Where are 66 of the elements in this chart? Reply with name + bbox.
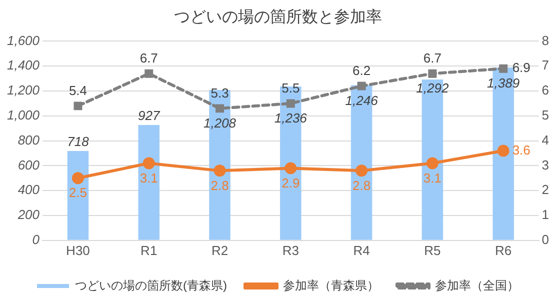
data-label: 6.2 [352,63,371,78]
data-label: 1,208 [203,116,237,131]
y2-tick-label: 2 [542,182,550,198]
point [497,144,510,157]
y-tick-label: 1,200 [6,82,40,98]
data-label: 2.5 [68,185,88,200]
y-tick-label: 600 [18,157,40,172]
data-label: 718 [67,134,90,150]
y-tick-label: 200 [16,207,40,222]
point [286,99,295,108]
y-tick-label: 1,600 [6,32,40,48]
chart-title: つどいの場の箇所数と参加率 [174,8,382,26]
y-tick-label: 0 [32,232,40,248]
x-tick-label: R4 [353,242,370,258]
data-label: 1,292 [416,80,450,96]
y2-tick-label: 3 [542,157,550,172]
point [74,102,82,110]
data-label: 6.9 [512,60,530,76]
data-label: 5.3 [210,86,229,101]
point [428,69,437,78]
bar [138,124,160,240]
point [284,162,297,174]
data-label: 6.7 [423,50,442,66]
y2-tick-label: 0 [542,232,550,247]
data-label: 3.1 [423,170,442,186]
data-label: 3.1 [140,170,158,186]
data-label: 1,236 [274,110,308,126]
data-label: 1,389 [487,76,520,91]
data-label: 2.9 [282,175,300,190]
data-label: 2.8 [352,178,371,193]
data-label: 5.4 [68,83,88,98]
legend-label: つどいの場の箇所数(青森県) [75,278,228,292]
point [214,164,226,177]
x-tick-label: H30 [66,242,90,258]
data-label: 2.8 [210,178,229,193]
y2-tick-label: 8 [542,32,550,48]
y-tick-label: 800 [18,132,40,148]
y2-tick-label: 6 [542,82,550,98]
data-label: 1,246 [345,93,379,108]
legend-label: 参加率（青森県） [282,278,379,292]
x-tick-label: R5 [424,242,441,258]
point [357,82,366,90]
y-tick-label: 1,000 [6,108,40,123]
point [216,104,224,113]
y-tick-label: 400 [18,182,40,198]
point [426,157,438,170]
point [72,172,84,184]
point [142,157,155,170]
y-tick-label: 1,400 [6,58,40,73]
data-label: 3.6 [512,142,530,158]
bar [67,151,89,240]
x-tick-label: R3 [282,242,299,258]
x-tick-label: R1 [140,242,158,258]
point [356,164,368,177]
data-label: 5.5 [282,80,300,96]
x-tick-label: R6 [495,242,512,258]
y2-tick-label: 7 [542,58,550,73]
x-tick-label: R2 [211,242,228,258]
y2-tick-label: 5 [542,107,550,122]
point [144,69,154,78]
legend-label: 参加率（全国） [434,278,519,292]
point [499,64,508,73]
y2-tick-label: 4 [542,132,550,148]
y2-tick-label: 1 [542,207,550,222]
data-label: 927 [138,108,160,124]
data-label: 6.7 [140,50,158,66]
